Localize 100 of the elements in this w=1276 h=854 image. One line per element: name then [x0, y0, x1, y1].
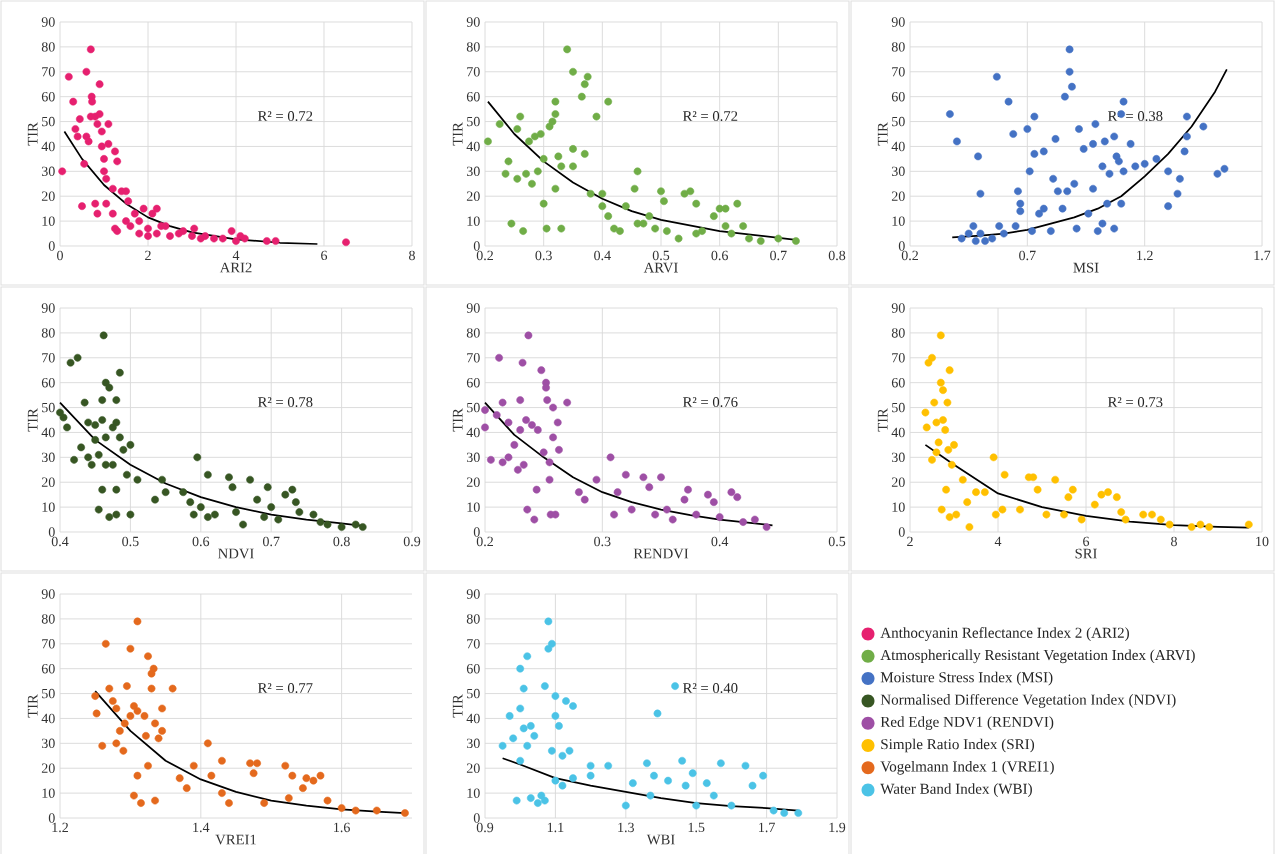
x-tick-label: 0.5: [652, 250, 670, 261]
y-tick-label: 90: [466, 17, 480, 27]
x-tick-label: 1.9: [829, 822, 846, 833]
point: [151, 796, 159, 805]
point: [281, 761, 290, 770]
x-tick-label: 6: [1083, 536, 1090, 547]
y-tick-label: 80: [891, 42, 905, 52]
point: [991, 510, 1000, 519]
point: [650, 771, 658, 780]
point: [519, 684, 528, 693]
y-tick-label: 40: [41, 141, 55, 152]
point: [218, 756, 226, 765]
y-tick-label: 30: [41, 166, 55, 177]
annotation: R² = 0.72: [682, 111, 738, 122]
point: [225, 799, 233, 807]
x-tick-label: 0.3: [594, 536, 611, 547]
point: [928, 455, 936, 464]
point: [144, 761, 152, 770]
x-tick-label: 0.7: [770, 250, 787, 261]
y-tick-label: 70: [42, 353, 55, 363]
point: [1029, 473, 1038, 482]
point: [664, 776, 672, 785]
y-tick-label: 0: [473, 813, 480, 823]
y-tick-label: 10: [892, 216, 905, 226]
x-tick-label: 4: [994, 536, 1002, 546]
point: [1139, 510, 1148, 519]
point: [1112, 493, 1121, 502]
x-tick-label: 1.7: [1254, 250, 1271, 261]
x-tick-label: 1.2: [1137, 250, 1153, 261]
point: [516, 664, 525, 673]
y-tick-label: 20: [41, 763, 55, 773]
point: [1121, 515, 1130, 524]
point: [1000, 470, 1009, 479]
point: [203, 739, 212, 748]
point: [653, 709, 662, 718]
point: [671, 682, 679, 690]
y-tick-label: 90: [891, 303, 905, 313]
point: [936, 378, 945, 387]
y-tick-label: 0: [898, 241, 905, 251]
y-axis-title: TIR: [452, 694, 463, 718]
point: [509, 734, 518, 743]
x-tick-label: 1.3: [618, 822, 634, 833]
y-tick-label: 20: [891, 477, 905, 487]
point: [299, 784, 307, 793]
y-tick-label: 70: [42, 67, 55, 77]
point: [759, 771, 767, 780]
point: [972, 488, 980, 497]
y-tick-label: 10: [467, 502, 480, 512]
x-axis-title: VREI1: [215, 834, 256, 845]
point: [98, 741, 107, 750]
point: [965, 523, 974, 531]
point: [137, 799, 145, 807]
y-tick-label: 0: [48, 813, 55, 823]
point: [1090, 500, 1099, 509]
point: [154, 734, 163, 743]
point: [921, 408, 930, 417]
point: [130, 791, 138, 800]
point: [246, 759, 254, 768]
annotation: R² = 0.40: [682, 683, 738, 694]
annotation: R² = 0.78: [257, 397, 313, 408]
point: [604, 761, 613, 770]
point: [401, 809, 409, 817]
y-tick-label: 0: [473, 241, 480, 251]
y-tick-label: 40: [891, 427, 905, 438]
y-tick-label: 20: [466, 477, 480, 487]
x-tick-label: 1.2: [52, 822, 68, 833]
y-axis-title: TIR: [27, 408, 38, 432]
y-tick-label: 40: [466, 713, 480, 724]
y-tick-label: 50: [892, 402, 905, 413]
point: [942, 485, 950, 494]
x-tick-label: 0.7: [1019, 250, 1036, 261]
x-tick-label: 0.2: [901, 250, 918, 261]
y-tick-label: 10: [467, 788, 480, 798]
point: [260, 799, 269, 807]
point: [119, 746, 128, 755]
point: [551, 692, 560, 700]
point: [950, 441, 958, 449]
point: [91, 692, 100, 700]
y-tick-label: 0: [48, 527, 55, 537]
point: [1148, 510, 1156, 519]
point: [934, 438, 943, 447]
point: [120, 719, 129, 728]
point: [989, 453, 998, 462]
y-tick-label: 30: [41, 738, 55, 749]
point: [1077, 515, 1086, 524]
y-tick-label: 80: [41, 614, 55, 624]
y-tick-label: 70: [467, 639, 480, 649]
point: [372, 806, 381, 815]
y-tick-label: 50: [42, 116, 55, 127]
y-tick-label: 60: [466, 663, 480, 674]
point: [1042, 510, 1051, 519]
point: [1205, 523, 1214, 531]
legend-label: Normalised Difference Vegetation Index (NDVI): [880, 693, 1176, 708]
point: [168, 684, 177, 693]
y-tick-label: 30: [891, 166, 905, 177]
point: [709, 791, 718, 800]
point: [519, 724, 528, 733]
point: [939, 386, 947, 394]
y-tick-label: 0: [898, 527, 905, 537]
x-tick-label: 0.3: [535, 250, 552, 261]
